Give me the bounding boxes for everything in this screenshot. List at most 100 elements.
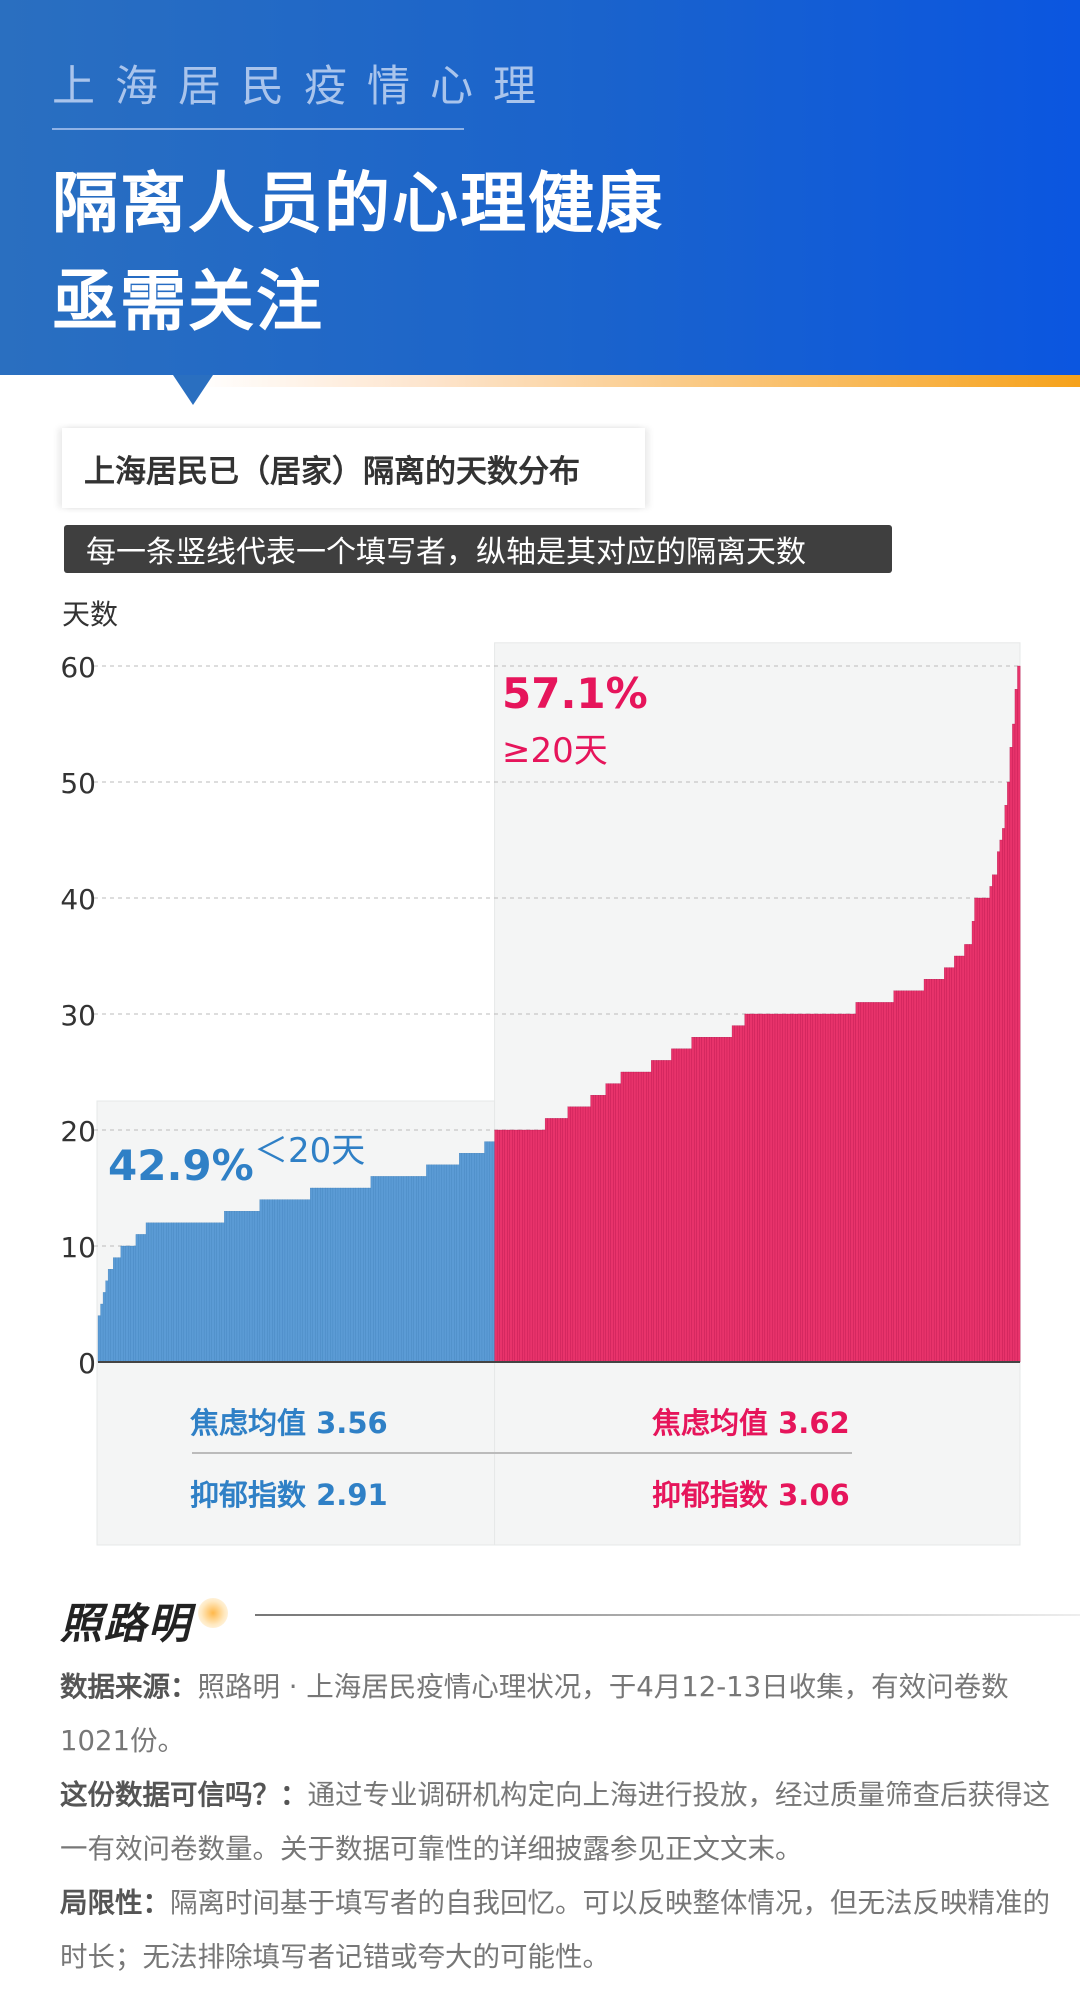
y-tick-label: 30 [60,999,96,1032]
bar [211,1222,215,1363]
bar [774,1013,778,1363]
bar [256,1211,261,1363]
bar [580,1106,584,1363]
bar [133,1245,137,1363]
note-label: 局限性： [60,1887,170,1919]
bar [272,1199,276,1363]
bar [855,1002,859,1363]
bar [370,1176,374,1363]
header-kicker: 上海居民疫情心理 [52,62,556,112]
bar [461,1153,465,1363]
bar [350,1187,354,1363]
bar [292,1199,296,1363]
bar [749,1013,753,1363]
chart-title: 上海居民已（居家）隔离的天数分布 [62,428,645,508]
bar [795,1013,799,1363]
bar [287,1199,291,1363]
bar [661,1060,665,1363]
bar [173,1222,177,1363]
bar [979,897,983,1363]
right-depression-value: 3.06 [778,1478,850,1512]
left-range-label: ＜20天 [254,1131,365,1171]
bar [805,1013,809,1363]
bar [1004,805,1008,1363]
bar [848,1013,852,1363]
bar [913,990,917,1363]
bar [630,1071,634,1363]
bar [853,1013,857,1363]
bar [201,1222,205,1363]
left-depression-stat: 抑郁指数 2.91 [190,1472,388,1514]
bar [502,1129,506,1363]
bar [906,990,910,1363]
bar [418,1176,422,1363]
bar [507,1129,511,1363]
y-tick-label: 40 [60,883,96,916]
bar [231,1211,235,1363]
left-percent-label: 42.9% [108,1141,254,1190]
bar [608,1083,612,1363]
bar [555,1118,559,1363]
bar [327,1187,331,1363]
bar [918,990,922,1363]
bar [279,1199,283,1363]
bar [923,979,927,1363]
bar [832,1013,836,1363]
bar [658,1060,662,1363]
bar [696,1037,700,1363]
bar [226,1211,230,1363]
bar [486,1141,490,1363]
bar [777,1013,781,1363]
bar [946,967,950,1363]
bar [130,1245,134,1363]
bar [817,1013,821,1363]
bar [168,1222,172,1363]
bar [332,1187,336,1363]
bar [289,1199,293,1363]
bar [605,1083,609,1363]
bar [966,944,970,1363]
bar [585,1106,589,1363]
bar [570,1106,574,1363]
bar [640,1071,644,1363]
bar [681,1048,685,1363]
bar [307,1199,311,1363]
note-text: 隔离时间基于填写者的自我回忆。可以反映整体情况，但无法反映精准的时长；无法排除填… [60,1887,1050,1973]
bar [138,1234,142,1363]
bar [236,1211,240,1363]
note-label: 这份数据可信吗？： [60,1779,308,1811]
bar [567,1106,571,1363]
bar [779,1013,783,1363]
bar [663,1060,667,1363]
bar [433,1164,437,1363]
brand-glow [198,1598,228,1628]
bar [153,1222,157,1363]
bar [403,1176,407,1363]
bar [128,1245,132,1363]
bar [115,1257,119,1363]
note-credibility: 这份数据可信吗？：通过专业调研机构定向上海进行投放，经过质量筛查后获得这一有效问… [60,1768,1050,1876]
bar [699,1037,703,1363]
footnotes: 数据来源：照路明 · 上海居民疫情心理状况，于4月12-13日收集，有效问卷数1… [60,1660,1050,1984]
bar [769,1013,773,1363]
bar-chart: 0 10 20 30 40 50 60 天数 42.9% ＜20天 57.1% ≥20天 [60,598,1021,1546]
bar [259,1199,263,1363]
bar [512,1129,516,1363]
bar [792,1013,796,1363]
bar [317,1187,321,1363]
bar [196,1222,200,1363]
note-limitations: 局限性：隔离时间基于填写者的自我回忆。可以反映整体情况，但无法反映精准的时长；无… [60,1876,1050,1984]
bar [277,1199,281,1363]
bar [974,897,978,1363]
bar [673,1048,677,1363]
bar [191,1222,195,1363]
bar [989,886,993,1363]
bar [436,1164,440,1363]
bar [747,1013,751,1363]
left-anxiety-value: 3.56 [316,1406,388,1440]
right-depression-stat: 抑郁指数 3.06 [652,1472,850,1514]
bar [249,1211,253,1363]
bar [921,990,925,1363]
bar [224,1211,228,1363]
bar [802,1013,806,1363]
